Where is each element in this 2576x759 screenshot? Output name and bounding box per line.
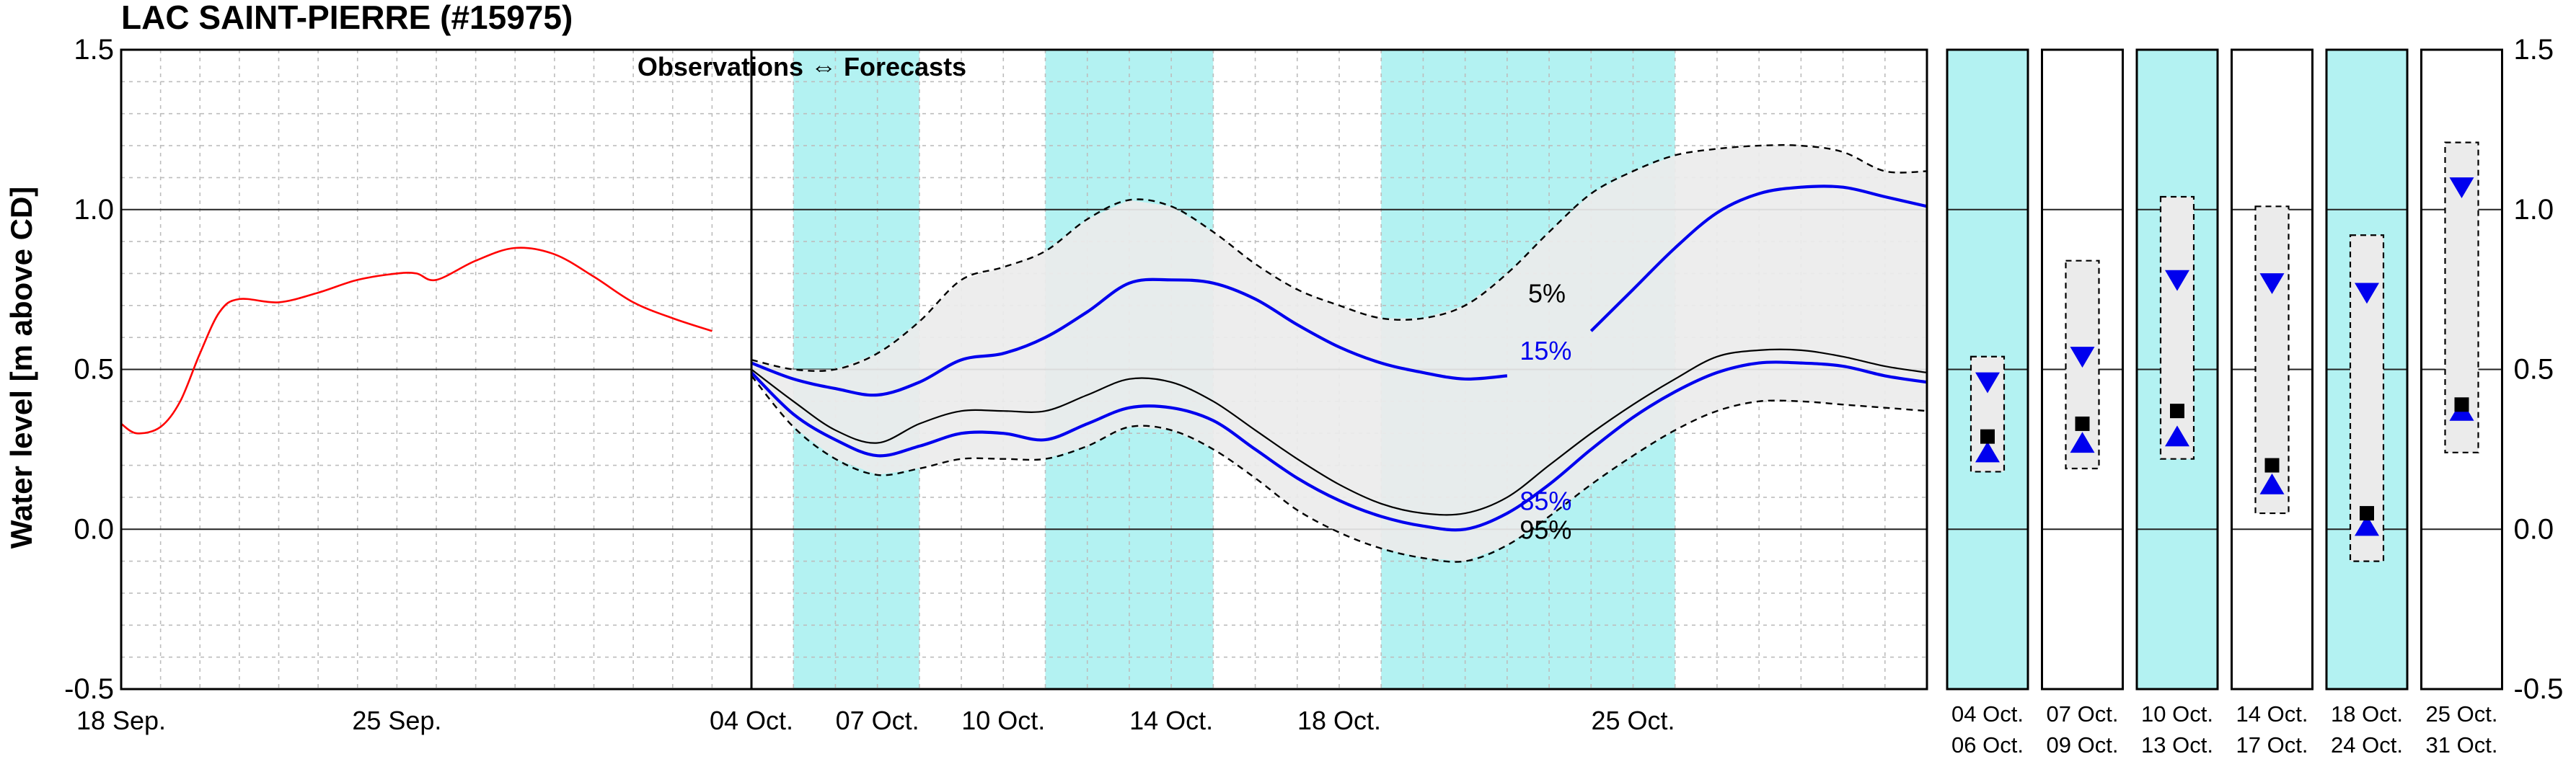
y-tick-label-right: 1.5 (2514, 34, 2554, 66)
weekly-panel-frame (2325, 48, 2409, 691)
y-tick-label: 1.0 (74, 194, 114, 226)
series-85pct-line (750, 360, 1928, 532)
weekly-label-end: 06 Oct. (1951, 732, 2024, 758)
weekly-label-start: 10 Oct. (2141, 701, 2213, 727)
weekly-15pct-marker (2070, 347, 2095, 368)
weekly-panel: 25 Oct. 31 Oct. (2420, 48, 2503, 758)
weekly-panel: 07 Oct. 09 Oct. (2041, 48, 2124, 758)
x-tick-label: 18 Sep. (76, 706, 166, 735)
x-tick-label: 25 Oct. (1591, 706, 1675, 735)
chart-title: LAC SAINT-PIERRE (#15975) (121, 0, 573, 36)
weekly-median-marker (2075, 416, 2090, 431)
chart-panels: 5% 15% 85%95% Observations ⇔ Forecasts 1.5 1.… (64, 34, 2563, 758)
series-15pct-line (751, 278, 1508, 397)
weekly-15pct-marker (2259, 273, 2285, 295)
weekly-label-end: 09 Oct. (2047, 732, 2119, 758)
weekly-label-start: 07 Oct. (2047, 701, 2119, 727)
weekly-label-start: 18 Oct. (2331, 701, 2403, 727)
weekly-panel: 18 Oct. 24 Oct. (2325, 48, 2409, 758)
weekly-85pct-marker (2165, 425, 2189, 447)
x-tick-label: 14 Oct. (1129, 706, 1213, 735)
x-tick-label: 04 Oct. (710, 706, 793, 735)
divider-label: Observations ⇔ Forecasts (638, 52, 966, 81)
weekly-85pct-marker (2259, 473, 2285, 494)
weekly-label-start: 14 Oct. (2236, 701, 2308, 727)
weekly-label-end: 17 Oct. (2236, 732, 2308, 758)
weekly-median-marker (2264, 458, 2280, 473)
weekly-panel-frame (2231, 48, 2313, 691)
x-tick-label: 18 Oct. (1297, 706, 1381, 735)
y-tick-label: 0.0 (74, 513, 114, 545)
weekly-85pct-marker (1975, 441, 2000, 463)
main-panel: 5% 15% 85%95% Observations ⇔ Forecasts 1.5 1.… (64, 34, 1928, 735)
weekly-panel: 10 Oct. 13 Oct. (2135, 48, 2219, 758)
observed-line (120, 247, 713, 435)
weekly-label-end: 13 Oct. (2141, 732, 2213, 758)
series-15pct-line (1589, 185, 1928, 332)
weekly-range-box (2159, 195, 2195, 460)
weekly-15pct-marker (2355, 283, 2379, 304)
series-label: 5% (1528, 278, 1566, 308)
weekly-panel-frame (2135, 48, 2219, 691)
weekly-median-marker (2454, 397, 2469, 412)
series-5pct-line (751, 144, 1928, 372)
weekly-range-box (2254, 205, 2290, 515)
weekly-panel-frame (1946, 48, 2029, 691)
weekly-panel: 14 Oct. 17 Oct. (2231, 48, 2313, 758)
y-tick-label-right: 0.5 (2514, 354, 2554, 386)
weekly-panel-frame (2041, 48, 2124, 691)
y-tick-label: -0.5 (64, 673, 114, 705)
series-median-line (751, 348, 1928, 516)
y-tick-label-right: -0.5 (2514, 673, 2564, 705)
series-label: 95% (1519, 515, 1571, 545)
x-tick-label: 07 Oct. (836, 706, 919, 735)
main-panel-frame (120, 48, 1928, 691)
y-tick-label: 0.5 (74, 354, 114, 386)
weekly-label-end: 31 Oct. (2426, 732, 2498, 758)
weekly-median-marker (2170, 404, 2184, 419)
weekly-label-end: 24 Oct. (2331, 732, 2403, 758)
series-label: 15% (1519, 336, 1571, 365)
weekly-label-start: 25 Oct. (2426, 701, 2498, 727)
y-tick-label: 1.5 (74, 34, 114, 66)
series-95pct-line (751, 375, 1928, 563)
weekly-15pct-marker (2449, 177, 2474, 199)
weekly-85pct-marker (2070, 432, 2095, 453)
weekly-15pct-marker (1975, 372, 2000, 394)
weekly-median-marker (1980, 429, 1995, 444)
y-tick-label-right: 1.0 (2514, 194, 2554, 226)
uncertainty-band (751, 146, 1927, 562)
y-axis-label: Water level [m above CD] (4, 187, 38, 549)
x-tick-label: 10 Oct. (961, 706, 1045, 735)
x-tick-label: 25 Sep. (352, 706, 441, 735)
y-tick-label-right: 0.0 (2514, 513, 2554, 545)
series-label: 85% (1519, 487, 1571, 516)
weekly-panel: 04 Oct. 06 Oct. (1946, 48, 2029, 758)
weekly-15pct-marker (2165, 270, 2189, 291)
weekly-85pct-marker (2355, 515, 2379, 536)
weekly-label-start: 04 Oct. (1951, 701, 2024, 727)
weekly-median-marker (2360, 506, 2374, 521)
weekly-panel-frame (2420, 48, 2503, 691)
